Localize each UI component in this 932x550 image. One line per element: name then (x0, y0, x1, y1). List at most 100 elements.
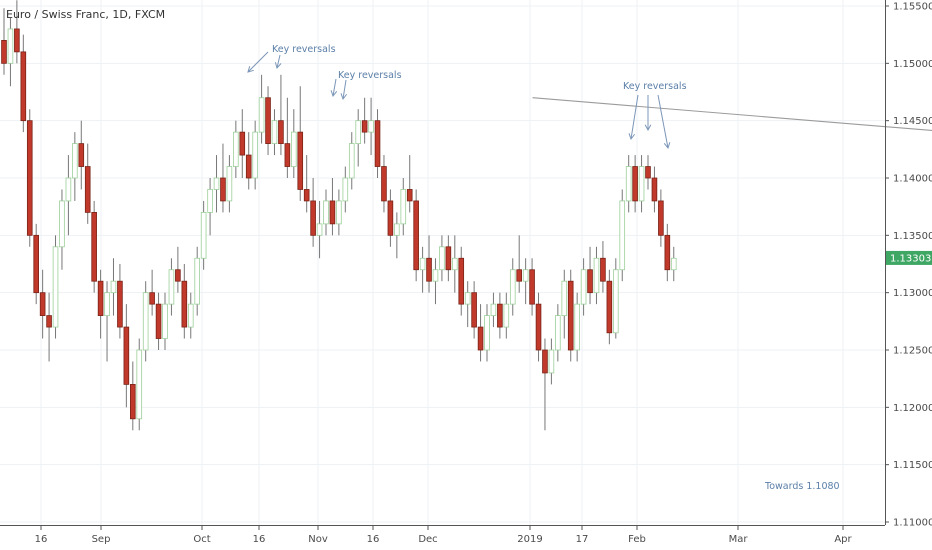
candle-down (406, 189, 413, 202)
annotations: Key reversals Key reversals Key reversal… (247, 44, 840, 492)
price-tick-label: 1.14000 (893, 174, 932, 185)
candle-down (265, 97, 271, 144)
chart-title: Euro / Swiss Franc, 1D, FXCM (6, 8, 165, 21)
annotation-pointer (276, 54, 281, 69)
candle-down (310, 200, 316, 236)
candle-up (548, 349, 555, 374)
candle-down (97, 280, 104, 317)
candle-up (625, 166, 632, 202)
candle-up (593, 257, 600, 294)
candle-down (245, 154, 252, 179)
candle-down (664, 234, 671, 271)
annotation-key-reversals-3: Key reversals (623, 81, 687, 92)
candle-down (129, 383, 136, 420)
candle-down (84, 166, 91, 213)
candle-up (200, 211, 207, 259)
time-tick-label: 16 (367, 534, 380, 545)
price-tick-label: 1.15000 (893, 59, 932, 70)
candle-up (580, 269, 587, 305)
candle-up (194, 257, 201, 305)
candle-up (613, 269, 619, 334)
price-axis[interactable]: 1.15500 1.15000 1.14500 1.14000 1.13500 1.130… (885, 2, 932, 529)
time-tick-label: Feb (628, 534, 646, 545)
candle-down (606, 280, 613, 334)
candle-up (348, 143, 355, 179)
candle-down (1, 40, 7, 64)
candle-up (336, 200, 342, 225)
annotation-pointer-head (274, 62, 282, 70)
trendline-resistance (532, 97, 932, 132)
candle-up (316, 223, 323, 236)
price-tick-label: 1.14500 (893, 116, 932, 127)
candle-up (252, 131, 258, 179)
annotation-pointer (657, 94, 669, 149)
candle-down (46, 315, 52, 328)
annotation-key-reversals-1: Key reversals (272, 44, 336, 55)
annotation-pointer-head (247, 66, 254, 73)
candle-up (484, 315, 490, 351)
candle-up (670, 257, 677, 271)
time-tick-label: Sep (92, 534, 111, 545)
candle-down (220, 177, 226, 202)
time-tick-label: 16 (253, 534, 266, 545)
candle-down (297, 131, 304, 190)
candle-up (213, 177, 220, 190)
candle-up (509, 269, 516, 305)
candle-up (323, 200, 329, 225)
candle-down (645, 166, 651, 179)
candle-down (361, 120, 368, 133)
annotation-pointer (342, 79, 347, 100)
candle-up (638, 166, 645, 202)
candle-down (26, 120, 33, 236)
candle-up (464, 292, 471, 305)
candle-up (226, 166, 233, 202)
candle-down (535, 303, 542, 351)
candle-up (162, 303, 168, 339)
candle-up (400, 189, 407, 225)
time-tick-label: Nov (308, 534, 328, 545)
candle-down (413, 200, 419, 271)
candle-down (20, 51, 27, 122)
candle-up (419, 257, 426, 271)
candle-up (368, 120, 374, 133)
price-tick-label: 1.13500 (893, 231, 932, 242)
trendlines (532, 97, 932, 132)
candle-up (290, 131, 297, 167)
candle-up (490, 303, 497, 316)
candle-down (445, 246, 452, 271)
candle-down (658, 200, 664, 236)
candle-up (394, 223, 400, 236)
time-axis[interactable]: 16 Sep Oct 16 Nov 16 Dec 2019 17 Feb Mar Apr (35, 525, 853, 545)
candle-up (142, 292, 149, 351)
candle-down (600, 257, 606, 282)
time-tick-label: 17 (576, 534, 589, 545)
last-price-label: 1.13303 (886, 250, 932, 265)
time-tick-label: Mar (729, 534, 749, 545)
candle-down (387, 200, 394, 236)
candle-down (39, 292, 46, 316)
candle-down (175, 269, 181, 282)
candle-up (52, 246, 59, 328)
annotation-pointer (630, 94, 639, 140)
time-tick-label: Oct (193, 534, 210, 545)
candle-up (561, 280, 568, 317)
candle-up (136, 349, 143, 420)
price-tick-label: 1.13000 (893, 288, 932, 299)
candle-up (522, 269, 529, 282)
candle-down (458, 257, 465, 305)
candle-down (284, 143, 291, 167)
candle-up (110, 280, 117, 294)
price-tick-label: 1.12000 (893, 403, 932, 414)
candle-up (451, 257, 458, 271)
annotation-target: Towards 1.1080 (764, 481, 840, 492)
candle-down (477, 326, 484, 351)
annotation-pointer-head (628, 133, 636, 141)
candlesticks (1, 0, 677, 431)
time-tick-label: Dec (418, 534, 437, 545)
last-price-value: 1.13303 (890, 253, 931, 264)
annotation-key-reversals-2: Key reversals (338, 70, 402, 81)
annotation-pointer-head (330, 90, 338, 98)
candle-down (149, 292, 155, 305)
annotation-pointer-head (644, 124, 652, 132)
